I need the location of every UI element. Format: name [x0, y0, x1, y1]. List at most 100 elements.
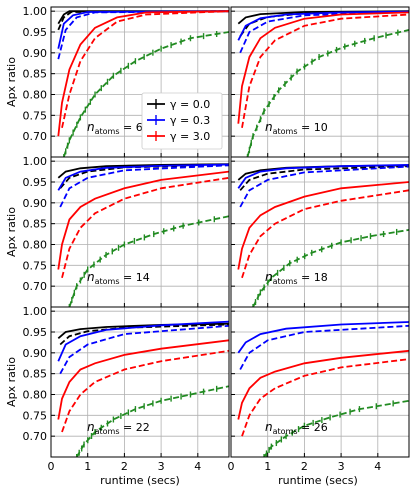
panel-annotation: natoms = 18: [265, 270, 328, 286]
panel-annotation: natoms = 6: [87, 120, 143, 136]
panel-annotation: natoms = 10: [265, 120, 328, 136]
x-tick-label: 0: [228, 460, 235, 473]
annotation-subscript: atoms: [95, 127, 120, 136]
x-axis-label: runtime (secs): [100, 474, 180, 487]
x-tick-label: 3: [338, 460, 345, 473]
series-line-dashed: [241, 189, 409, 279]
x-tick-label: 1: [264, 460, 271, 473]
annotation-subscript: atoms: [95, 427, 120, 436]
series-group: [237, 164, 409, 307]
series-line-dashed: [61, 349, 229, 433]
annotation-symbol: n: [265, 270, 273, 284]
legend: γ = 0.0 γ = 0.3 γ = 3.0: [141, 92, 223, 150]
annotation-value: = 10: [298, 121, 328, 134]
annotation-subscript: atoms: [273, 427, 298, 436]
panel-frame: [230, 306, 410, 458]
series-line-dashed: [59, 164, 229, 208]
series-line-solid: [57, 10, 229, 49]
series-group: [57, 320, 229, 457]
series-line-dashed: [239, 165, 409, 208]
y-axis-label: Apx ratio: [5, 57, 18, 107]
series-line-dashed: [59, 324, 229, 375]
panel-annotation: natoms = 26: [265, 420, 328, 436]
panel-frame: [230, 156, 410, 308]
annotation-value: = 18: [298, 271, 328, 284]
panel-frame: [50, 306, 230, 458]
series-group: [57, 10, 229, 157]
annotation-subscript: atoms: [273, 127, 298, 136]
y-tick-label: 0.95: [23, 26, 48, 39]
panel-annotation: natoms = 22: [87, 420, 150, 436]
y-tick-label: 0.85: [23, 68, 48, 81]
annotation-symbol: n: [265, 420, 273, 434]
series-line-dashed: [61, 10, 229, 128]
annotation-symbol: n: [87, 120, 95, 134]
series-line-dashed: [241, 13, 409, 128]
annotation-subscript: atoms: [273, 277, 298, 286]
legend-label: γ = 0.3: [170, 114, 210, 127]
y-tick-label: 0.90: [23, 197, 48, 210]
y-tick-label: 0.75: [23, 109, 48, 122]
series-line-solid: [57, 170, 229, 270]
series-line-solid: [57, 320, 229, 362]
y-tick-label: 0.70: [23, 430, 48, 443]
series-line-dashed: [68, 215, 229, 307]
series-line-dashed: [61, 176, 229, 279]
legend-label: γ = 0.0: [170, 98, 210, 111]
series-line-dashed: [57, 10, 229, 60]
y-tick-label: 0.75: [23, 409, 48, 422]
y-axis-label: Apx ratio: [5, 207, 18, 257]
annotation-symbol: n: [265, 120, 273, 134]
series-group: [237, 10, 409, 157]
panel-6: 0 1 2 3 4 natoms = 26: [228, 306, 410, 473]
panel-1: 0.70 0.75 0.80 0.85 0.90 0.95 1.00 natoms = 6: [23, 5, 230, 158]
y-tick-label: 0.95: [23, 326, 48, 339]
x-tick-label: 1: [84, 460, 91, 473]
series-line-dashed: [239, 165, 409, 191]
y-tick-label: 1.00: [23, 305, 48, 318]
y-tick-label: 0.90: [23, 47, 48, 60]
series-group: [237, 321, 409, 457]
series-line-dashed: [59, 164, 229, 189]
series-line-solid: [57, 163, 229, 191]
annotation-value: = 14: [120, 271, 150, 284]
y-tick-label: 0.80: [23, 89, 48, 102]
x-axis-label: runtime (secs): [278, 474, 358, 487]
x-tick-label: 0: [48, 460, 55, 473]
annotation-value: = 6: [120, 121, 143, 134]
x-tick-label: 3: [158, 460, 165, 473]
series-line-dashed: [57, 10, 229, 31]
series-line-solid: [237, 321, 409, 354]
y-tick-label: 0.80: [23, 389, 48, 402]
x-tick-label: 2: [121, 460, 128, 473]
x-tick-label: 4: [194, 460, 201, 473]
annotation-symbol: n: [87, 270, 95, 284]
x-tick-label: 4: [374, 460, 381, 473]
series-line-solid: [237, 349, 409, 420]
series-line-solid: [237, 11, 409, 124]
annotation-subscript: atoms: [95, 277, 120, 286]
annotation-value: = 22: [120, 421, 150, 434]
y-tick-label: 0.80: [23, 239, 48, 252]
y-tick-label: 1.00: [23, 5, 48, 18]
annotation-symbol: n: [87, 420, 95, 434]
series-line-solid: [237, 181, 409, 270]
series-line-dashed: [246, 29, 409, 157]
legend-box: [141, 92, 223, 150]
panel-4: natoms = 18: [230, 156, 410, 308]
panel-frame: [230, 6, 410, 158]
y-axis-label: Apx ratio: [5, 357, 18, 407]
series-line-dashed: [239, 10, 409, 37]
y-tick-label: 0.85: [23, 218, 48, 231]
series-line-dashed: [59, 323, 229, 346]
y-tick-label: 0.75: [23, 259, 48, 272]
x-tick-label: 2: [301, 460, 308, 473]
series-line-solid: [57, 10, 229, 137]
series-line-dashed: [239, 324, 409, 370]
series-line-solid: [237, 10, 409, 41]
series-line-solid: [57, 339, 229, 420]
y-tick-label: 0.85: [23, 368, 48, 381]
series-line-dashed: [241, 358, 409, 437]
